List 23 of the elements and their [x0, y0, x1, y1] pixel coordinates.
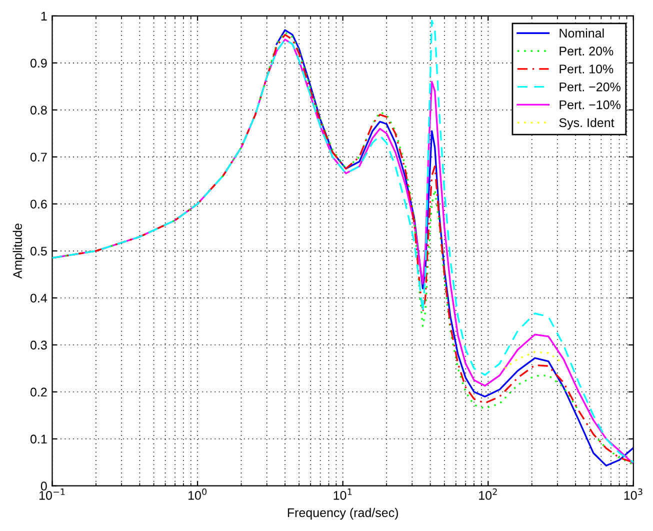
- x-tick-label: 10$^{1}$: [334, 488, 352, 500]
- y-tick-label: 0.5: [30, 246, 47, 256]
- legend-label: Pert. −20%: [560, 82, 620, 92]
- y-tick-label: 0.3: [30, 340, 47, 350]
- y-tick-label: 1: [41, 12, 47, 20]
- y-tick-label: 0.4: [30, 294, 48, 303]
- x-axis-title: Frequency (rad/sec): [288, 508, 398, 520]
- y-tick-label: 0.8: [30, 106, 47, 115]
- x-tick-label: 10$^{0}$: [188, 488, 207, 500]
- y-tick-label: 0.9: [30, 58, 47, 68]
- legend-label: Pert. 10%: [560, 64, 614, 74]
- y-tick-label: 0.7: [30, 152, 47, 162]
- y-tick-label: 0.1: [30, 434, 47, 444]
- legend-label: Pert. 20%: [560, 46, 614, 56]
- x-tick-label: 10$^{3}$: [624, 488, 642, 500]
- legend-label: Pert. −10%: [560, 100, 620, 110]
- y-tick-label: 0.6: [30, 200, 47, 209]
- y-tick-label: 0.2: [30, 388, 47, 397]
- legend-label: Nominal: [560, 28, 604, 38]
- x-tick-label: 10$^{2}$: [479, 488, 497, 500]
- y-axis-title: Amplitude: [12, 224, 24, 279]
- legend-label: Sys. Ident: [559, 118, 614, 130]
- y-tick-label: 0: [40, 482, 47, 491]
